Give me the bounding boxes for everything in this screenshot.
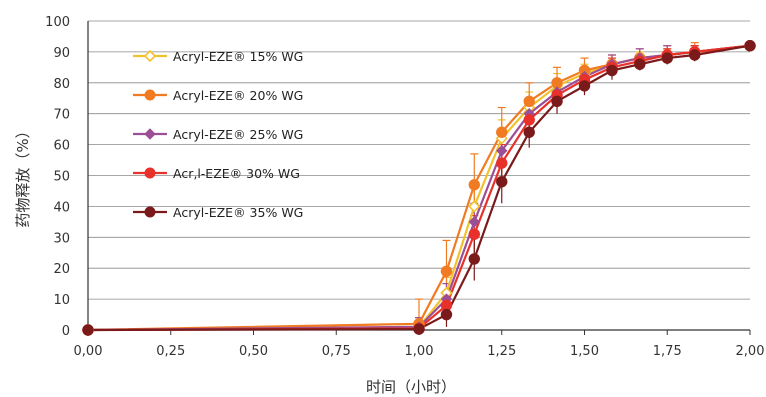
y-tick-label: 20: [53, 262, 70, 277]
y-tick-label: 70: [53, 108, 70, 123]
data-point: [468, 216, 480, 228]
data-point: [496, 126, 508, 138]
data-point: [144, 167, 156, 179]
data-point: [523, 126, 535, 138]
data-point: [468, 253, 480, 265]
y-tick-label: 40: [53, 200, 70, 215]
series-markers: [81, 39, 757, 337]
data-point: [523, 95, 535, 108]
data-point: [440, 308, 453, 321]
data-point: [413, 323, 425, 335]
data-point: [523, 114, 535, 126]
x-tick-label: 0,50: [239, 344, 268, 359]
data-point: [440, 265, 453, 277]
data-point: [578, 80, 591, 92]
x-tick-label: 0,25: [156, 344, 185, 359]
legend-entry: Acryl-EZE® 35% WG: [173, 205, 303, 220]
y-tick-labels: 0 10 20 30 40 50 60 70 80 90 100: [45, 15, 70, 339]
y-tick-label: 100: [45, 15, 70, 30]
legend-entry: Acryl-EZE® 20% WG: [173, 88, 303, 103]
x-axis-title: 时间（小时）: [366, 378, 456, 396]
y-tick-label: 90: [53, 46, 70, 61]
data-point: [144, 89, 156, 101]
y-axis-title: 药物释放（%）: [14, 123, 32, 227]
data-point: [744, 40, 756, 52]
y-tick-label: 50: [53, 170, 70, 185]
data-point: [606, 64, 618, 77]
y-tick-label: 80: [53, 77, 70, 92]
data-point: [468, 179, 480, 191]
data-point: [143, 49, 157, 63]
legend-entry: Acr‚l-EZE® 30% WG: [173, 166, 300, 181]
y-tick-label: 30: [53, 231, 70, 246]
data-point: [144, 206, 156, 218]
x-tick-labels: 0,00 0,25 0,50 0,75 1,00 1,25 1,50 1,75 2,00: [74, 344, 765, 359]
x-tick-label: 1,50: [570, 344, 599, 359]
data-point: [496, 157, 508, 169]
data-point: [551, 95, 563, 108]
legend-entry: Acryl-EZE® 15% WG: [173, 49, 303, 64]
data-point: [496, 175, 508, 188]
data-point: [468, 228, 480, 240]
data-point: [144, 128, 156, 140]
data-point: [496, 145, 508, 157]
legend: Acryl-EZE® 15% WG Acryl-EZE® 20% WG Acryl-…: [133, 49, 303, 220]
legend-entry: Acryl-EZE® 25% WG: [173, 127, 303, 142]
y-tick-label: 60: [53, 139, 70, 154]
data-point: [661, 52, 673, 64]
y-tick-label: 0: [62, 324, 70, 339]
x-tick-label: 0,00: [74, 344, 103, 359]
x-tick-label: 2,00: [736, 344, 765, 359]
y-tick-label: 10: [53, 293, 70, 308]
x-tick-label: 0,75: [322, 344, 351, 359]
x-tick-label: 1,75: [653, 344, 682, 359]
data-point: [634, 58, 646, 70]
x-tick-label: 1,00: [405, 344, 434, 359]
data-point: [468, 200, 481, 213]
x-tick-label: 1,25: [487, 344, 516, 359]
data-point: [82, 324, 94, 336]
data-point: [689, 49, 701, 61]
